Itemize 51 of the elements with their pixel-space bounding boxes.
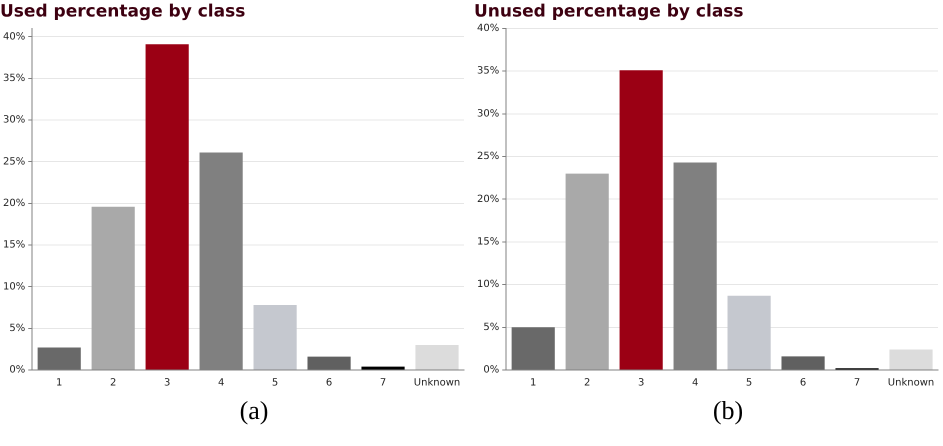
- bar: [361, 366, 405, 370]
- y-tick-label: 35%: [476, 66, 500, 77]
- y-tick-label: 0%: [483, 364, 500, 376]
- x-tick-label: 3: [638, 378, 644, 389]
- y-tick-label: 20%: [2, 198, 26, 209]
- x-tick-label: 6: [800, 378, 806, 389]
- chart-title: Unused percentage by class: [474, 2, 744, 22]
- x-tick-label: Unknown: [888, 378, 934, 389]
- y-tick-label: 15%: [2, 240, 26, 251]
- y-tick-label: 10%: [2, 281, 26, 292]
- x-tick-label: 1: [56, 378, 62, 389]
- x-tick-label: 5: [272, 378, 278, 389]
- x-tick-label: 3: [164, 378, 170, 389]
- y-tick-label: 20%: [476, 194, 500, 205]
- y-tick-label: 40%: [476, 22, 500, 34]
- y-tick-label: 10%: [476, 279, 500, 290]
- bar: [415, 345, 459, 370]
- y-tick-label: 35%: [2, 72, 26, 84]
- x-tick-label: 7: [380, 378, 386, 389]
- bar: [38, 348, 81, 370]
- chart-title: Used percentage by class: [0, 2, 246, 22]
- y-tick-label: 0%: [9, 364, 26, 376]
- bar: [307, 356, 351, 370]
- x-tick-label: Unknown: [414, 378, 460, 389]
- x-tick-label: 2: [584, 378, 590, 389]
- x-tick-label: 2: [110, 378, 116, 389]
- bar: [566, 174, 609, 370]
- x-tick-label: 1: [530, 378, 536, 389]
- y-tick-label: 40%: [2, 31, 26, 42]
- bar: [728, 296, 771, 370]
- y-tick-label: 25%: [2, 156, 26, 168]
- bar: [92, 206, 135, 370]
- bar: [254, 305, 297, 370]
- x-tick-label: 6: [326, 378, 332, 389]
- bar: [781, 356, 825, 370]
- y-tick-label: 15%: [476, 236, 500, 248]
- x-tick-label: 7: [854, 378, 860, 389]
- text: (a): [238, 396, 270, 426]
- x-tick-label: 4: [692, 378, 698, 389]
- y-tick-label: 5%: [9, 322, 26, 334]
- y-tick-label: 25%: [476, 151, 500, 162]
- bar: [889, 350, 933, 370]
- bar: [146, 44, 189, 370]
- bar: [620, 70, 663, 370]
- y-tick-label: 30%: [2, 114, 26, 126]
- y-tick-label: 5%: [483, 322, 500, 333]
- bar: [512, 327, 555, 370]
- text: (b): [712, 396, 744, 426]
- y-tick-label: 30%: [476, 108, 500, 120]
- x-tick-label: 4: [218, 378, 224, 389]
- x-tick-label: 5: [746, 378, 752, 389]
